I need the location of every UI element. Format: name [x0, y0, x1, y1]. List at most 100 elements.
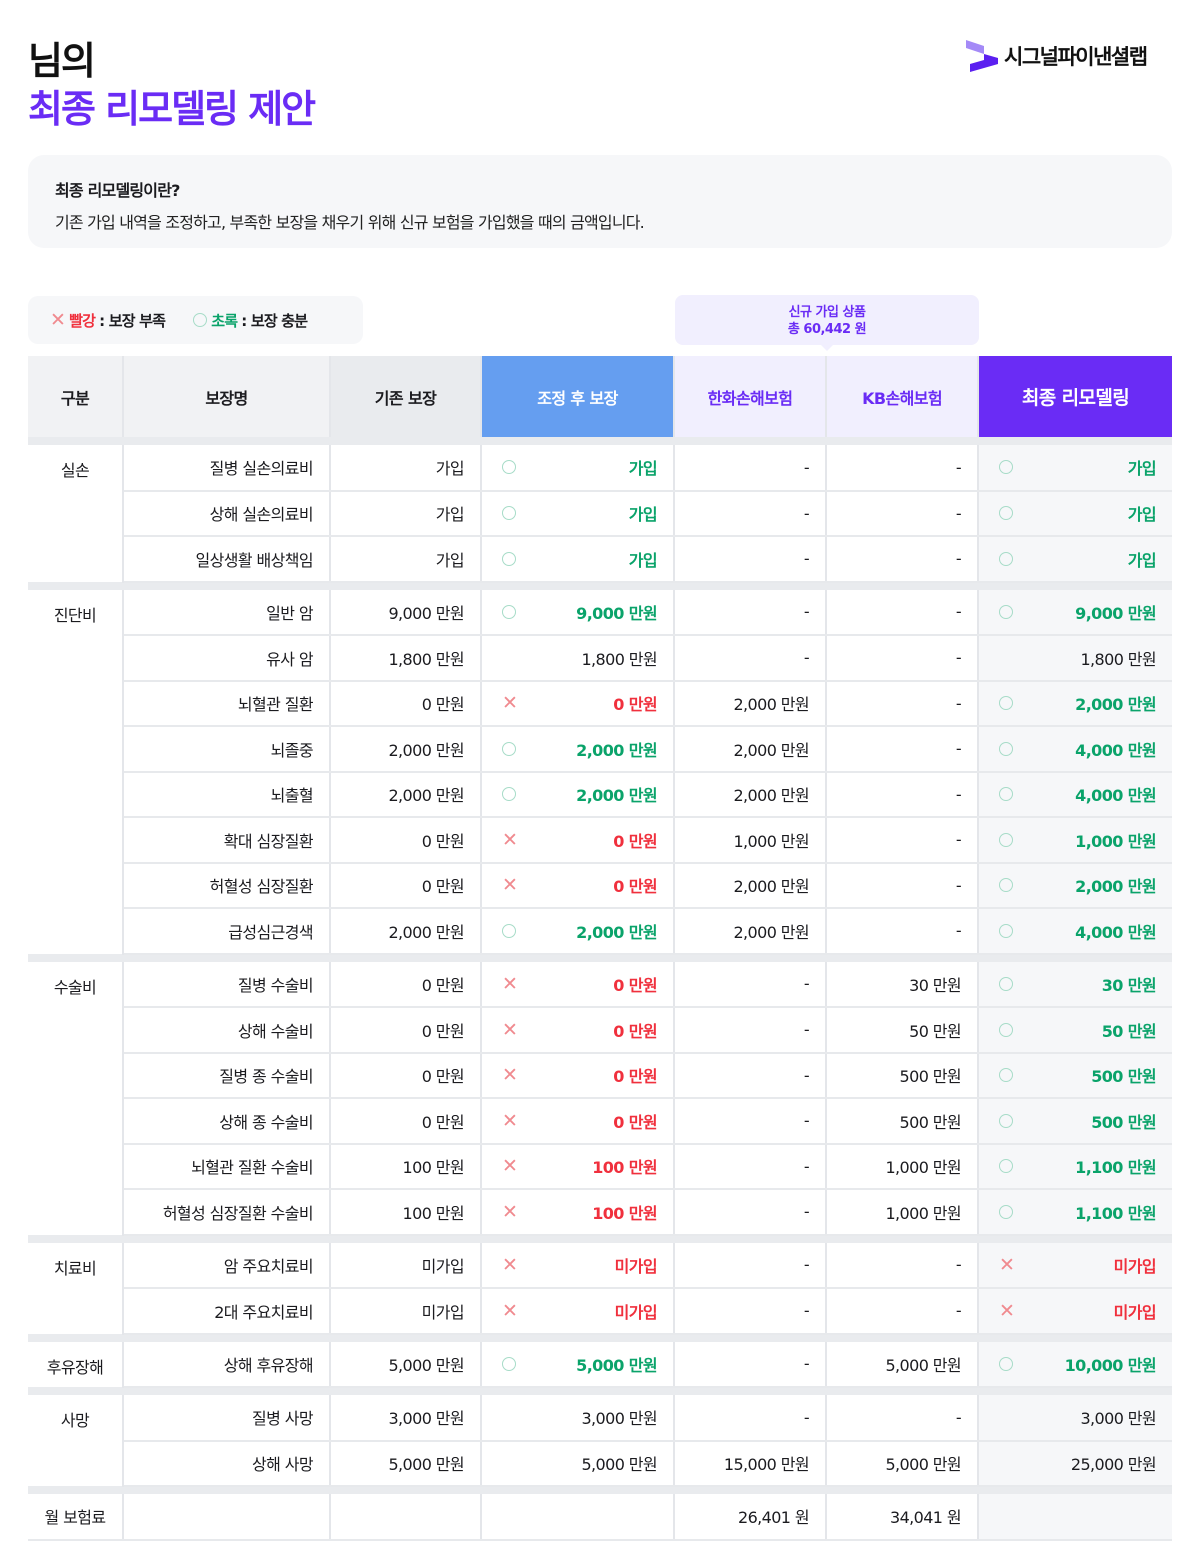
- kb-coverage: -: [826, 908, 979, 955]
- logo-icon: [966, 40, 998, 72]
- hanwha-coverage: -: [674, 961, 827, 1008]
- circle-icon: [999, 1022, 1013, 1037]
- existing-coverage: 가입: [330, 536, 482, 583]
- empty-cell: [330, 1494, 482, 1541]
- separator-cell: [481, 953, 674, 962]
- adjusted-coverage-value: 미가입: [614, 1302, 658, 1322]
- info-title: 최종 리모델링이란?: [55, 181, 180, 200]
- adjusted-coverage-value: 100 만원: [592, 1158, 657, 1178]
- kb-coverage: -: [826, 726, 979, 773]
- kb-coverage: -: [826, 862, 979, 909]
- final-coverage-value: 1,100 만원: [1075, 1158, 1156, 1178]
- adjusted-coverage-value: 가입: [628, 459, 658, 479]
- separator-cell: [28, 1333, 123, 1342]
- category-cell: 진단비: [28, 589, 124, 954]
- table-row: 뇌졸중 2,000 만원 2,000 만원 2,000 만원 -4,000 만원: [28, 726, 1172, 773]
- group-separator: [28, 437, 1172, 445]
- hanwha-coverage: 2,000 만원: [674, 680, 827, 727]
- existing-coverage: 가입: [330, 445, 482, 492]
- coverage-name: 뇌혈관 질환: [123, 680, 331, 727]
- separator-cell: [826, 437, 978, 445]
- final-coverage-value: 10,000 만원: [1064, 1355, 1157, 1375]
- final-coverage: 가입: [978, 490, 1172, 537]
- kb-coverage: 500 만원: [826, 1052, 979, 1099]
- hanwha-coverage: -: [674, 635, 827, 682]
- final-coverage: 1,800 만원: [978, 635, 1172, 682]
- final-coverage: 2,000 만원: [978, 680, 1172, 727]
- coverage-name: 질병 사망: [123, 1395, 331, 1442]
- final-coverage: 1,100 만원: [978, 1189, 1172, 1236]
- adjusted-coverage-value: 0 만원: [613, 975, 657, 995]
- kb-coverage: -: [826, 1288, 979, 1335]
- separator-cell: [330, 1333, 481, 1342]
- final-coverage: 50 만원: [978, 1007, 1172, 1054]
- existing-coverage: 9,000 만원: [330, 589, 482, 636]
- separator-cell: [28, 1387, 123, 1395]
- x-icon: ✕: [502, 1064, 518, 1087]
- kb-coverage: -: [826, 1242, 979, 1289]
- empty-cell: [123, 1494, 331, 1541]
- separator-cell: [674, 1486, 826, 1494]
- coverage-name: 질병 종 수술비: [123, 1052, 331, 1099]
- separator-cell: [978, 1387, 1172, 1395]
- circle-icon: [193, 313, 208, 327]
- empty-cell: [481, 1494, 675, 1541]
- table-row: 수술비 질병 수술비 0 만원 ✕ 0 만원 -30 만원 30 만원: [28, 961, 1172, 1235]
- adjusted-coverage-value: 가입: [628, 550, 658, 570]
- adjusted-coverage-value: 2,000 만원: [576, 786, 657, 806]
- col-final: 최종 리모델링: [978, 356, 1172, 437]
- existing-coverage: 미가입: [330, 1288, 482, 1335]
- kb-coverage: -: [826, 536, 979, 583]
- separator-cell: [123, 953, 330, 962]
- adjusted-coverage: ✕ 0 만원: [481, 1098, 675, 1145]
- kb-coverage: -: [826, 490, 979, 537]
- group-separator: [28, 1234, 1172, 1243]
- final-coverage-value: 미가입: [1113, 1302, 1157, 1322]
- circle-icon: [999, 832, 1013, 847]
- existing-coverage: 0 만원: [330, 817, 482, 864]
- kb-coverage: -: [826, 589, 979, 636]
- legend: ✕ 빨강 : 보장 부족 초록 : 보장 충분: [28, 296, 363, 344]
- page-title: 최종 리모델링 제안: [28, 87, 316, 131]
- existing-coverage: 0 만원: [330, 1098, 482, 1145]
- separator-cell: [978, 1333, 1172, 1342]
- adjusted-coverage-value: 1,800 만원: [581, 649, 657, 669]
- final-coverage-value: 3,000 만원: [1080, 1409, 1156, 1429]
- coverage-name: 질병 수술비: [123, 961, 331, 1008]
- hanwha-coverage: 2,000 만원: [674, 771, 827, 818]
- circle-icon: [999, 1204, 1013, 1219]
- separator-cell: [123, 1234, 330, 1243]
- circle-icon: [999, 551, 1013, 566]
- separator-cell: [28, 581, 123, 590]
- separator-cell: [123, 581, 330, 590]
- existing-coverage: 1,800 만원: [330, 635, 482, 682]
- separator-cell: [123, 437, 330, 445]
- col-adjusted: 조정 후 보장: [481, 356, 675, 437]
- separator-cell: [674, 1333, 826, 1342]
- final-coverage: 3,000 만원: [978, 1395, 1172, 1442]
- adjusted-coverage: ✕ 0 만원: [481, 1007, 675, 1054]
- separator-cell: [123, 1333, 330, 1342]
- circle-icon: [999, 1159, 1013, 1174]
- adjusted-coverage-value: 0 만원: [613, 831, 657, 851]
- kb-coverage: -: [826, 635, 979, 682]
- circle-icon: [502, 551, 516, 566]
- table-row: 상해 종 수술비 0 만원 ✕ 0 만원 -500 만원 500 만원: [28, 1098, 1172, 1145]
- new-products-total: 총 60,442 원: [787, 322, 867, 337]
- adjusted-coverage: 5,000 만원: [481, 1341, 675, 1388]
- final-coverage: 가입: [978, 536, 1172, 583]
- final-coverage: 1,100 만원: [978, 1143, 1172, 1190]
- table-row: 실손 질병 실손의료비 가입 가입 - - 가입: [28, 445, 1172, 582]
- adjusted-coverage: ✕ 0 만원: [481, 961, 675, 1008]
- x-icon: ✕: [50, 309, 66, 331]
- final-coverage-value: 50 만원: [1101, 1021, 1157, 1041]
- kb-coverage: 500 만원: [826, 1098, 979, 1145]
- kb-coverage: -: [826, 680, 979, 727]
- x-icon: ✕: [502, 692, 518, 715]
- table-row: 허혈성 심장질환 수술비 100 만원 ✕ 100 만원 -1,000 만원 1,100 …: [28, 1189, 1172, 1236]
- final-coverage-value: 25,000 만원: [1070, 1455, 1157, 1475]
- page-title-line1: 님의: [28, 39, 96, 83]
- separator-cell: [978, 581, 1172, 590]
- hanwha-coverage: -: [674, 1007, 827, 1054]
- final-coverage-value: 1,000 만원: [1075, 831, 1156, 851]
